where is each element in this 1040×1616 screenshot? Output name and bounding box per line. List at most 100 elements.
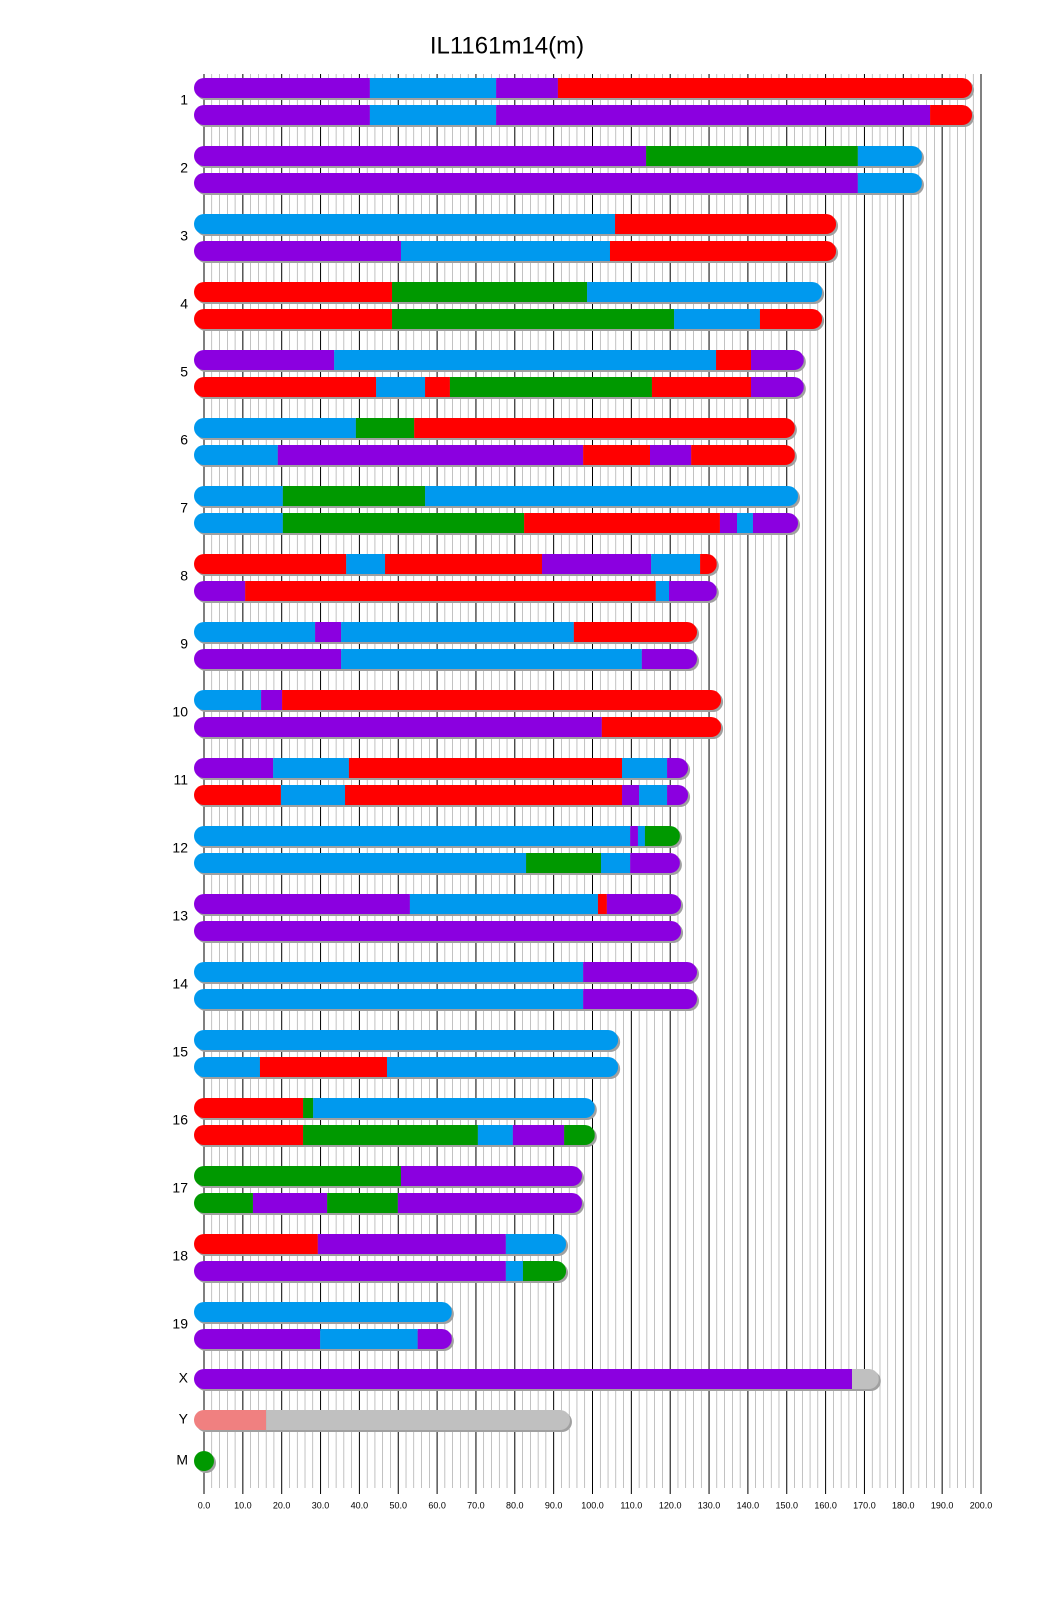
haplotype	[194, 581, 717, 601]
segment	[425, 486, 799, 506]
segment	[414, 418, 795, 438]
segment	[194, 894, 410, 914]
segment	[541, 554, 652, 574]
segment	[417, 1329, 452, 1349]
segment	[194, 445, 278, 465]
segment	[564, 1125, 595, 1145]
segment	[194, 350, 335, 370]
chromosome-label: 3	[180, 228, 188, 244]
chromosome-label: 19	[172, 1316, 188, 1332]
x-tick-label: 150.0	[775, 1500, 798, 1510]
segment	[392, 309, 675, 329]
haplotype	[194, 785, 689, 805]
chart-title: IL1161m14(m)	[430, 32, 584, 59]
segment	[622, 758, 668, 778]
segment	[345, 785, 623, 805]
haplotype	[194, 1261, 567, 1281]
segment	[194, 1030, 619, 1050]
x-tick-label: 70.0	[467, 1500, 485, 1510]
chromosome-label: 9	[180, 636, 188, 652]
chromosome-label: 12	[172, 840, 188, 856]
haplotype	[194, 894, 682, 914]
haplotype	[194, 282, 823, 302]
haplotype	[194, 78, 973, 98]
segment	[496, 105, 931, 125]
chromosome-label: 18	[172, 1248, 188, 1264]
x-tick-label: 180.0	[892, 1500, 915, 1510]
segment	[194, 173, 858, 193]
segment	[716, 350, 752, 370]
segment	[425, 377, 450, 397]
segment	[524, 513, 720, 533]
x-tick-label: 130.0	[698, 1500, 721, 1510]
segment	[273, 758, 349, 778]
chromosome-label: 1	[180, 92, 188, 108]
haplotype	[194, 1410, 570, 1430]
haplotype	[194, 146, 922, 166]
x-tick-label: 140.0	[737, 1500, 760, 1510]
chromosome-label: 15	[172, 1044, 188, 1060]
haplotype	[194, 717, 722, 737]
chromosome-label: Y	[179, 1411, 189, 1427]
segment	[376, 377, 426, 397]
segment	[194, 105, 370, 125]
segment	[583, 445, 650, 465]
segment	[194, 853, 527, 873]
segment	[194, 989, 584, 1009]
segment	[194, 1329, 321, 1349]
segment	[194, 78, 370, 98]
chromosome-label: 7	[180, 500, 188, 516]
segment	[505, 1261, 523, 1281]
segment	[355, 418, 415, 438]
segment	[259, 1057, 387, 1077]
segment	[252, 1193, 328, 1213]
segment	[649, 445, 692, 465]
x-tick-label: 80.0	[506, 1500, 524, 1510]
haplotype	[194, 1234, 567, 1254]
segment	[194, 214, 616, 234]
segment	[280, 785, 346, 805]
haplotype	[194, 1098, 595, 1118]
segment	[630, 826, 638, 846]
haplotype	[194, 1451, 214, 1471]
segment	[400, 1166, 583, 1186]
segment	[194, 146, 647, 166]
haplotype	[194, 214, 837, 234]
segment	[194, 1302, 452, 1322]
segment	[194, 1166, 401, 1186]
haplotype	[194, 554, 717, 574]
segment	[303, 1098, 314, 1118]
segment	[601, 853, 631, 873]
x-tick-label: 200.0	[970, 1500, 993, 1510]
segment	[651, 377, 752, 397]
segment	[194, 1234, 318, 1254]
segment	[477, 1125, 513, 1145]
segment	[194, 241, 401, 261]
segment	[194, 282, 393, 302]
segment	[194, 1057, 260, 1077]
segment	[277, 445, 584, 465]
segment	[194, 921, 682, 941]
haplotype	[194, 1125, 595, 1145]
segment	[737, 513, 753, 533]
haplotype	[194, 486, 799, 506]
x-tick-label: 100.0	[581, 1500, 604, 1510]
segment	[194, 785, 281, 805]
segment	[669, 581, 717, 601]
chromosome-label: 5	[180, 364, 188, 380]
haplotype	[194, 853, 680, 873]
haplotype	[194, 418, 795, 438]
segment	[639, 785, 668, 805]
segment	[194, 758, 274, 778]
segment	[194, 1410, 267, 1430]
chromosome-label: X	[179, 1370, 189, 1386]
segment	[857, 173, 922, 193]
haplotype	[194, 622, 698, 642]
segment	[587, 282, 823, 302]
segment	[385, 554, 542, 574]
segment	[526, 853, 602, 873]
haplotype	[194, 962, 698, 982]
segment	[449, 377, 652, 397]
x-tick-label: 170.0	[853, 1500, 876, 1510]
segment	[583, 989, 698, 1009]
